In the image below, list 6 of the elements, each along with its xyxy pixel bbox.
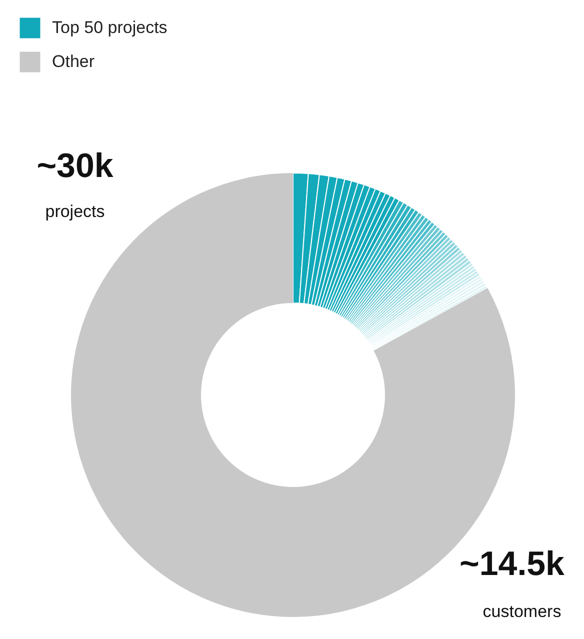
text: projects: [45, 202, 105, 221]
text: ~30k: [36, 147, 114, 185]
text: customers: [482, 602, 562, 621]
text: ~14.5k: [460, 545, 565, 583]
legend-label: Other: [52, 52, 95, 71]
legend-label: Top 50 projects: [52, 18, 168, 37]
